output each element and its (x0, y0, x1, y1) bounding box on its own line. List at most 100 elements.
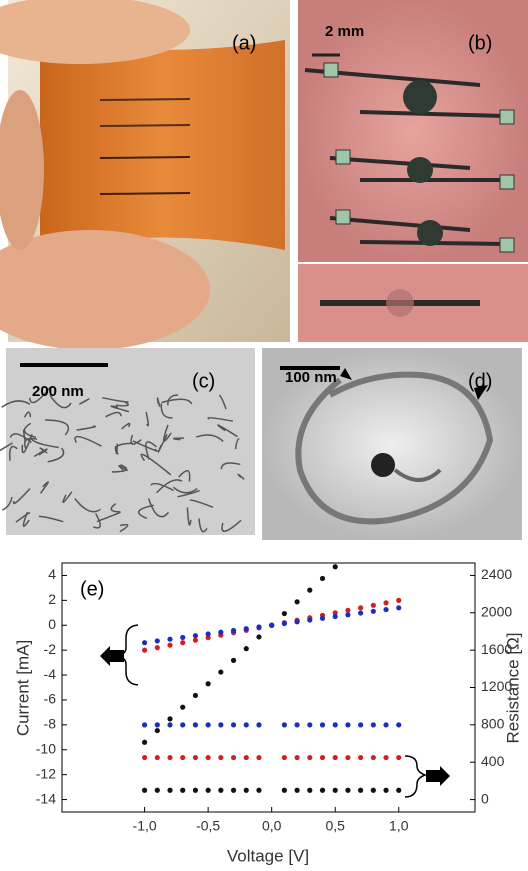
data-point (345, 607, 351, 613)
nanotube (118, 464, 129, 472)
data-point (358, 605, 364, 611)
y-tick-label: -6 (44, 691, 57, 707)
data-point (192, 722, 199, 728)
data-point (396, 597, 402, 603)
y2-tick-label: 400 (481, 753, 505, 769)
data-point (180, 640, 186, 646)
nanotube (30, 435, 59, 449)
nanotube (138, 504, 154, 520)
data-point (383, 722, 389, 728)
nanotube (147, 498, 170, 518)
data-point (332, 722, 338, 728)
y-tick-label: -14 (36, 790, 56, 806)
data-point (396, 754, 402, 761)
y-axis-label: Current [mA] (13, 640, 32, 736)
data-point (319, 722, 326, 728)
nanotube (12, 488, 31, 505)
data-point (154, 638, 160, 644)
nanotube (177, 489, 200, 498)
nanotube (119, 523, 129, 533)
data-point (205, 722, 211, 728)
data-point (256, 624, 262, 630)
nanotube (92, 513, 101, 529)
data-point (370, 787, 376, 793)
data-point (167, 754, 173, 761)
data-point (154, 727, 160, 734)
data-point (383, 754, 389, 761)
nanotubes (0, 386, 245, 533)
nanotube (145, 441, 157, 460)
data-point (281, 722, 287, 728)
data-point (243, 754, 249, 761)
data-point (307, 587, 313, 593)
panel-label: (e) (80, 578, 104, 600)
panel-e: (e) Voltage [V] Current [mA] Resistance … (13, 562, 522, 865)
data-point (154, 645, 160, 651)
data-point (205, 631, 211, 637)
data-point (307, 617, 313, 623)
data-point (332, 613, 338, 620)
nanotube (47, 447, 65, 463)
data-point (167, 636, 173, 642)
y-tick-label: 4 (48, 566, 56, 582)
nanotube-ring (295, 371, 494, 525)
data-point (370, 722, 376, 728)
data-point (256, 722, 262, 728)
data-point (281, 754, 287, 761)
nanotube (115, 401, 129, 407)
data-point (154, 787, 160, 793)
nanotube (156, 479, 183, 494)
nanotube (1, 496, 13, 511)
data-point (281, 787, 287, 793)
nanotube (39, 447, 48, 454)
data-point (243, 787, 249, 793)
data-point (142, 787, 148, 793)
y-tick-label: -12 (36, 765, 56, 781)
electrode-tab (499, 174, 515, 190)
data-point (167, 722, 173, 728)
nanotube (33, 448, 48, 458)
y-tick-label: -10 (36, 740, 56, 756)
nanotube (207, 417, 234, 422)
nanotube (114, 443, 118, 455)
data-point (205, 681, 211, 687)
electrode-tab (323, 62, 339, 78)
nanotube (9, 445, 18, 461)
data-point (332, 754, 338, 761)
nanotube (110, 503, 121, 513)
data-point (332, 610, 338, 616)
nanotube (23, 437, 38, 450)
data-point (142, 739, 148, 745)
data-point (192, 633, 199, 639)
data-point (358, 787, 364, 793)
nanotube (220, 462, 241, 470)
data-point (256, 634, 262, 640)
nanotube (172, 486, 198, 494)
data-point (243, 722, 249, 728)
data-point (243, 646, 249, 652)
y2-tick-label: 2400 (481, 566, 512, 582)
data-point (396, 722, 402, 728)
data-point (230, 754, 237, 761)
data-point (319, 615, 326, 621)
data-point (370, 608, 376, 614)
data-point (319, 754, 326, 761)
nanotube (74, 435, 102, 447)
data-point (281, 620, 287, 627)
plot-frame (61, 562, 476, 813)
data-point (218, 669, 224, 675)
data-point (167, 787, 173, 793)
data-point (205, 754, 211, 761)
data-point (256, 787, 262, 793)
data-point (142, 640, 148, 646)
data-point (154, 722, 160, 728)
nanotube (161, 398, 193, 405)
x-axis-label: Voltage [V] (227, 846, 309, 865)
data-point (230, 657, 237, 663)
finger (0, 90, 44, 250)
data-point (218, 754, 224, 761)
data-point (192, 692, 199, 699)
data-point (294, 754, 300, 761)
data-point (383, 787, 389, 793)
